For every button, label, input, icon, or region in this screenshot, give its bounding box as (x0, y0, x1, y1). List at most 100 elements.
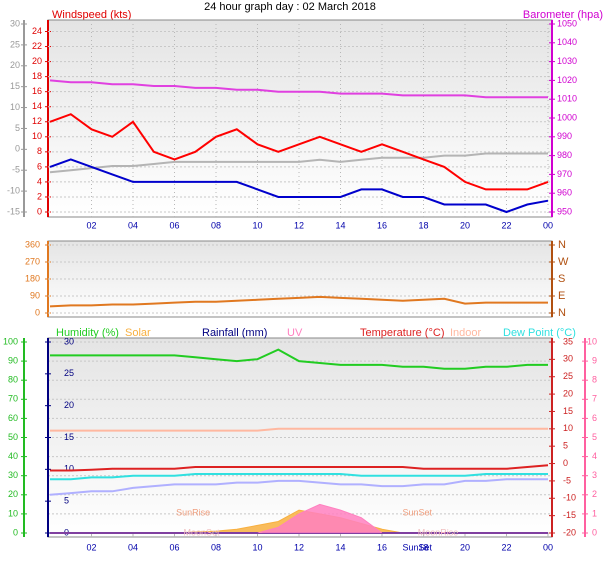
line (49, 152, 548, 174)
x-tick-label: 20 (460, 542, 470, 552)
legend-entry: Dew Point (°C) (503, 327, 576, 339)
y-tick-label: 60 (8, 413, 18, 423)
y4-tick-label: 2 (592, 489, 597, 499)
x-tick-label: 14 (335, 220, 345, 230)
legend-entry: Solar (125, 327, 151, 339)
x-tick-label: 00 (543, 542, 553, 552)
y2-tick-label: -10 (563, 493, 576, 503)
y2-tick-label: 1020 (557, 75, 577, 85)
y2-tick-label: 30 (563, 354, 573, 364)
plot-area (47, 19, 553, 218)
y4-tick-label: 8 (592, 375, 597, 385)
x-tick-label: 18 (418, 220, 428, 230)
y4-tick-label: 9 (592, 355, 597, 365)
y2-tick-label: 15 (563, 406, 573, 416)
y-tick-label: 10 (32, 131, 42, 141)
y-tick-label: 100 (3, 336, 18, 346)
x-tick-label: 20 (460, 220, 470, 230)
y-tick-label: 12 (32, 116, 42, 126)
x-tick-label: 08 (211, 542, 221, 552)
y-tick-label: 70 (8, 394, 18, 404)
line (49, 79, 548, 99)
y-tick-label: 2 (37, 191, 42, 201)
y-tick-label: 40 (8, 451, 18, 461)
x-tick-label: 06 (169, 542, 179, 552)
y3-tick-label: 30 (64, 336, 74, 346)
y-tick-label: 90 (8, 355, 18, 365)
y3-tick-label: 20 (10, 60, 20, 70)
y2-tick-label: 5 (563, 441, 568, 451)
y3-tick-label: 25 (64, 368, 74, 378)
legend-entry: UV (287, 327, 303, 339)
y2-tick-label: 1030 (557, 56, 577, 66)
y-tick-label: 360 (25, 239, 40, 249)
line (49, 113, 549, 191)
y2-tick-label: 20 (563, 388, 573, 398)
y-tick-label: 50 (8, 432, 18, 442)
y2-tick-label: 1050 (557, 18, 577, 28)
legend-entry: Indoor (450, 327, 482, 339)
y-tick-label: 0 (37, 206, 42, 216)
y2-tick-label: 990 (557, 131, 572, 141)
y-tick-label: 10 (8, 508, 18, 518)
line (49, 478, 548, 496)
y-tick-label: 90 (30, 290, 40, 300)
y2-tick-label: 970 (557, 169, 572, 179)
y2-tick-label: 980 (557, 150, 572, 160)
area (50, 503, 548, 534)
y-tick-label: 20 (32, 56, 42, 66)
y2-tick-label: E (558, 290, 565, 302)
annotation: SunRise (176, 507, 210, 517)
y4-tick-label: 10 (587, 336, 597, 346)
line (50, 464, 549, 472)
x-tick-label: 12 (294, 220, 304, 230)
legend-entry: Temperature (°C) (360, 327, 444, 339)
x-tick-label: 22 (501, 220, 511, 230)
y3-tick-label: -5 (12, 165, 20, 175)
y3-tick-label: 15 (64, 432, 74, 442)
baro-axis-label: Barometer (hpa) (523, 9, 603, 21)
y-tick-label: 18 (32, 71, 42, 81)
y2-tick-label: 10 (563, 423, 573, 433)
y-tick-label: 0 (35, 307, 40, 317)
x-tick-label: 06 (169, 220, 179, 230)
y3-tick-label: 25 (10, 39, 20, 49)
line (50, 473, 548, 481)
y2-tick-label: 35 (563, 336, 573, 346)
x-tick-label: 02 (86, 542, 96, 552)
y2-tick-label: 1010 (557, 94, 577, 104)
wind-axis-label: Windspeed (kts) (52, 9, 131, 21)
y4-tick-label: 3 (592, 470, 597, 480)
y2-tick-label: -20 (563, 527, 576, 537)
y4-tick-label: 6 (592, 413, 597, 423)
line (49, 158, 549, 214)
x-tick-label: 14 (335, 542, 345, 552)
y-tick-label: 20 (8, 489, 18, 499)
y-tick-label: 8 (37, 146, 42, 156)
y4-tick-label: 0 (592, 527, 597, 537)
y3-tick-label: 5 (15, 123, 20, 133)
x-tick-label: 04 (128, 542, 138, 552)
y-tick-label: 270 (25, 256, 40, 266)
x-tick-label: 00 (543, 220, 553, 230)
y2-tick-label: S (558, 273, 565, 285)
y2-tick-label: -5 (563, 475, 571, 485)
annotation: SunSet (403, 507, 433, 517)
y2-tick-label: N (558, 307, 566, 319)
y4-tick-label: 5 (592, 432, 597, 442)
y-tick-label: 80 (8, 375, 18, 385)
y4-tick-label: 4 (592, 451, 597, 461)
x-tick-label: 16 (377, 542, 387, 552)
y3-tick-label: 0 (15, 144, 20, 154)
x-tick-label: 22 (501, 542, 511, 552)
x-tick-label: 18 (418, 542, 428, 552)
legend-entry: Humidity (%) (56, 327, 119, 339)
y-tick-label: 4 (37, 176, 42, 186)
legend-entry: Rainfall (mm) (202, 327, 267, 339)
x-tick-label: 04 (128, 220, 138, 230)
y-tick-label: 0 (13, 527, 18, 537)
y3-tick-label: 10 (10, 102, 20, 112)
y3-tick-label: 30 (10, 18, 20, 28)
y3-tick-label: 5 (64, 496, 69, 506)
